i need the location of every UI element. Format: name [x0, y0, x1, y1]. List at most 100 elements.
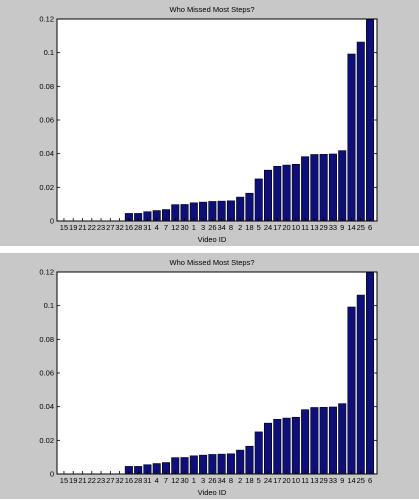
bar-25	[356, 41, 365, 222]
bar-18	[245, 445, 254, 475]
bar-9	[338, 403, 347, 475]
x-tick-label: 21	[78, 223, 86, 232]
x-tick-label: 4	[155, 476, 159, 485]
x-tick-label: 22	[88, 476, 96, 485]
x-tick-label: 25	[357, 223, 365, 232]
bar-33	[328, 406, 337, 475]
x-tick-label: 32	[115, 223, 123, 232]
x-tick-label: 23	[97, 223, 105, 232]
x-tick-label: 19	[69, 223, 77, 232]
bar-8	[226, 200, 235, 222]
x-tick-label: 20	[282, 223, 290, 232]
x-tick-label: 12	[171, 223, 179, 232]
bar-25	[356, 294, 365, 475]
bar-17	[273, 418, 282, 475]
x-tick-label: 8	[229, 476, 233, 485]
x-tick-label: 27	[106, 223, 114, 232]
x-tick-label: 20	[282, 476, 290, 485]
x-tick-label: 19	[69, 476, 77, 485]
bar-2	[236, 449, 245, 475]
bar-2	[236, 196, 245, 222]
x-tick-label: 17	[273, 223, 281, 232]
y-tick-label: 0.06	[39, 369, 54, 378]
y-tick-label: 0.1	[44, 301, 54, 310]
x-tick-label: 28	[134, 223, 142, 232]
x-tick-label: 10	[292, 223, 300, 232]
y-tick-label: 0.1	[44, 48, 54, 57]
x-tick-label: 2	[238, 476, 242, 485]
x-tick-label: 29	[319, 476, 327, 485]
y-tick-label: 0.12	[39, 268, 54, 277]
x-tick-label: 10	[292, 476, 300, 485]
bar-9	[338, 150, 347, 222]
bar-33	[328, 153, 337, 222]
bar-18	[245, 192, 254, 222]
x-tick-label: 14	[347, 476, 355, 485]
x-tick-label: 12	[171, 476, 179, 485]
x-tick-label: 11	[301, 476, 309, 485]
x-tick-label: 18	[245, 223, 253, 232]
x-tick-label: 6	[368, 223, 372, 232]
x-axis-label: Video ID	[198, 488, 227, 497]
bar-14	[347, 306, 356, 475]
bar-29	[319, 154, 328, 222]
y-tick-label: 0	[50, 217, 54, 226]
x-tick-label: 33	[329, 223, 337, 232]
x-tick-label: 5	[257, 223, 261, 232]
bar-24	[263, 422, 273, 475]
panel-divider	[0, 246, 419, 253]
chart-panel-top: Who Missed Most Steps? 0 0.02 0.04 0.06 0.08…	[0, 0, 419, 246]
x-tick-label: 14	[347, 223, 355, 232]
bar-chart-top: Who Missed Most Steps? 0 0.02 0.04 0.06 0.08…	[39, 5, 378, 244]
x-tick-label: 28	[134, 476, 142, 485]
x-tick-label: 17	[273, 476, 281, 485]
x-tick-label: 9	[340, 223, 344, 232]
y-tick-label: 0.06	[39, 116, 54, 125]
bar-29	[319, 407, 328, 475]
x-tick-label: 31	[143, 476, 151, 485]
x-tick-label: 23	[97, 476, 105, 485]
y-tick-label: 0.04	[39, 402, 54, 411]
bar-13	[310, 407, 319, 475]
x-tick-label: 13	[310, 223, 318, 232]
x-tick-label: 1	[192, 223, 196, 232]
bar-20	[282, 417, 291, 475]
x-tick-label: 24	[264, 223, 272, 232]
x-tick-label: 5	[257, 476, 261, 485]
plot-area	[56, 271, 378, 475]
x-tick-label: 33	[329, 476, 337, 485]
bar-14	[347, 53, 356, 222]
x-tick-label: 22	[88, 223, 96, 232]
x-tick-label: 31	[143, 223, 151, 232]
chart-title: Who Missed Most Steps?	[169, 258, 254, 267]
bar-10	[291, 163, 300, 222]
x-tick-label: 4	[155, 223, 159, 232]
bar-6	[366, 19, 375, 222]
x-tick-label: 34	[217, 223, 225, 232]
y-tick-label: 0.02	[39, 436, 54, 445]
x-tick-label: 7	[164, 476, 168, 485]
x-tick-label: 30	[180, 476, 188, 485]
bar-13	[310, 154, 319, 222]
x-tick-label: 8	[229, 223, 233, 232]
bar-17	[273, 165, 282, 222]
y-tick-label: 0.08	[39, 82, 54, 91]
x-axis-label: Video ID	[198, 235, 227, 244]
bar-11	[301, 156, 310, 222]
chart-title: Who Missed Most Steps?	[169, 5, 254, 14]
x-tick-label: 3	[201, 476, 205, 485]
x-tick-label: 25	[357, 476, 365, 485]
chart-panel-bottom: Who Missed Most Steps? 0 0.02 0.04 0.06 0.08…	[0, 253, 419, 499]
bar-8	[226, 453, 235, 475]
y-tick-label: 0.08	[39, 335, 54, 344]
x-tick-label: 2	[238, 223, 242, 232]
x-tick-label: 27	[106, 476, 114, 485]
x-tick-label: 15	[60, 223, 68, 232]
bar-10	[291, 416, 300, 475]
x-tick-label: 16	[125, 223, 133, 232]
x-tick-label: 32	[115, 476, 123, 485]
x-tick-label: 24	[264, 476, 272, 485]
bar-5	[254, 431, 263, 475]
y-tick-label: 0.04	[39, 149, 54, 158]
x-tick-label: 18	[245, 476, 253, 485]
